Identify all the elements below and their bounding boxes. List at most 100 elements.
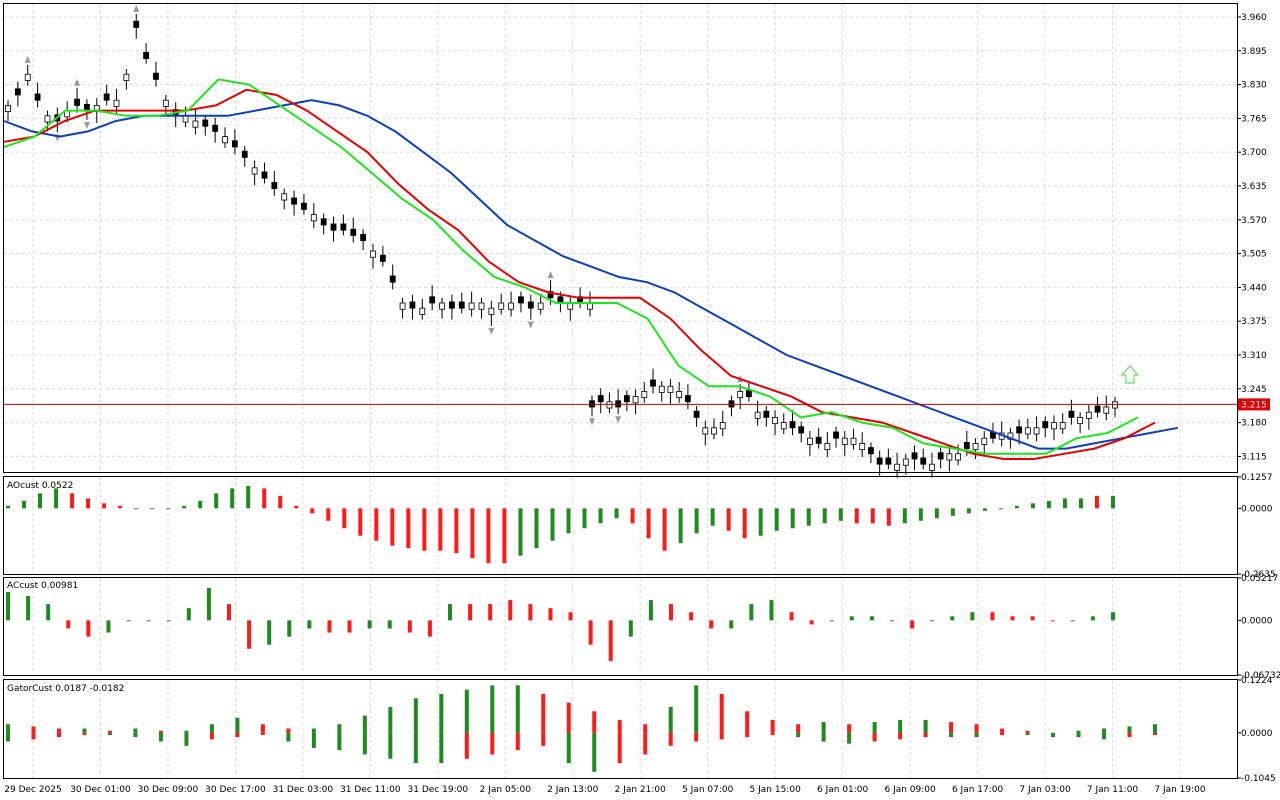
gator-lower-bar bbox=[566, 732, 571, 764]
candle-body bbox=[419, 307, 426, 315]
candle bbox=[772, 410, 778, 436]
histogram-bar bbox=[227, 604, 231, 621]
histogram-bar bbox=[106, 620, 111, 633]
histogram-bar bbox=[550, 508, 555, 541]
ao-pane-label: AOcust 0.0522 bbox=[7, 481, 73, 491]
histogram-bar bbox=[890, 620, 894, 622]
gator-upper-bar bbox=[847, 724, 852, 733]
candle bbox=[172, 102, 179, 128]
gator-upper-bar bbox=[490, 685, 495, 733]
candle bbox=[754, 400, 761, 426]
y-tick-label: 3.570 bbox=[1241, 216, 1267, 226]
candle-body bbox=[14, 88, 21, 96]
candle bbox=[123, 69, 130, 90]
candle bbox=[212, 117, 219, 143]
gator-lower-bar bbox=[337, 732, 342, 751]
histogram-bar bbox=[930, 620, 935, 622]
y-tick-label: 3.635 bbox=[1241, 182, 1267, 192]
candle bbox=[981, 430, 988, 456]
histogram-bar bbox=[630, 508, 635, 524]
histogram-bar bbox=[918, 508, 923, 521]
current-price-label: 3.215 bbox=[1241, 400, 1267, 410]
histogram-bar bbox=[182, 505, 187, 509]
gator-upper-bar bbox=[464, 689, 469, 733]
candle-body bbox=[340, 223, 347, 231]
histogram-bar bbox=[54, 488, 59, 509]
gator-upper-bar bbox=[796, 724, 801, 733]
fractal-down-icon bbox=[83, 121, 90, 129]
y-tick-label: -0.06732 bbox=[1241, 671, 1280, 681]
candle-body bbox=[955, 453, 961, 461]
histogram-bar bbox=[6, 505, 10, 509]
gator-lower-bar bbox=[1025, 732, 1030, 736]
candle bbox=[693, 405, 700, 427]
histogram-bar bbox=[1050, 620, 1055, 622]
candle-body bbox=[458, 301, 465, 309]
candle bbox=[389, 264, 396, 290]
price-pane[interactable] bbox=[3, 4, 1237, 478]
candle-body bbox=[1094, 405, 1101, 413]
candle-body bbox=[143, 51, 150, 60]
histogram-bar bbox=[1090, 616, 1095, 621]
gator-upper-bar bbox=[923, 719, 928, 733]
candle bbox=[537, 293, 544, 315]
candle-body bbox=[123, 73, 130, 81]
candle bbox=[702, 420, 709, 446]
candle-body bbox=[1059, 422, 1066, 430]
candle-body bbox=[1085, 411, 1092, 419]
candle bbox=[508, 291, 514, 317]
candle bbox=[113, 88, 120, 114]
ao-pane[interactable] bbox=[6, 485, 1115, 564]
gator-upper-bar bbox=[821, 722, 826, 733]
histogram-bar bbox=[678, 508, 683, 544]
histogram-bar bbox=[422, 508, 427, 551]
histogram-bar bbox=[358, 508, 363, 536]
candle bbox=[589, 395, 595, 426]
gator-upper-bar bbox=[668, 706, 673, 733]
histogram-bar bbox=[829, 620, 834, 622]
y-tick-label: 3.245 bbox=[1241, 385, 1267, 395]
gator-upper-bar bbox=[1076, 730, 1081, 733]
candle-body bbox=[667, 385, 674, 393]
histogram-bar bbox=[278, 495, 283, 509]
candle-body bbox=[763, 410, 770, 418]
histogram-bar bbox=[246, 485, 251, 509]
candle-body bbox=[261, 171, 268, 179]
candle-body bbox=[291, 197, 297, 205]
candle bbox=[143, 43, 150, 64]
candle-body bbox=[212, 124, 219, 132]
histogram-bar bbox=[934, 508, 939, 519]
gator-upper-bar bbox=[694, 685, 699, 733]
gator-lower-bar bbox=[617, 732, 622, 764]
candle-body bbox=[537, 302, 544, 310]
histogram-bar bbox=[262, 488, 267, 509]
histogram-bar bbox=[1111, 495, 1115, 509]
gator-lower-bar bbox=[158, 732, 163, 742]
gator-lower-bar bbox=[949, 732, 954, 738]
histogram-bar bbox=[508, 600, 513, 621]
gator-upper-bar bbox=[515, 685, 520, 733]
y-tick-label: 3.895 bbox=[1241, 47, 1267, 57]
y-tick-label: 0.0000 bbox=[1241, 616, 1273, 626]
candle bbox=[1103, 395, 1110, 421]
gator-upper-bar bbox=[949, 722, 954, 733]
candle-body bbox=[133, 20, 140, 28]
candle bbox=[841, 430, 848, 456]
histogram-bar bbox=[1030, 503, 1035, 509]
histogram-bar bbox=[709, 620, 714, 629]
candle bbox=[340, 214, 347, 236]
histogram-bar bbox=[726, 508, 731, 531]
histogram-bar bbox=[46, 604, 51, 621]
ac-pane[interactable] bbox=[6, 587, 1115, 661]
candle-body bbox=[429, 296, 436, 304]
gator-upper-bar bbox=[592, 711, 597, 733]
candle-body bbox=[370, 250, 376, 258]
candle-body bbox=[379, 254, 386, 262]
gator-pane[interactable] bbox=[6, 685, 1157, 772]
candle bbox=[498, 293, 505, 315]
x-tick-label: 30 Dec 01:00 bbox=[70, 785, 131, 795]
histogram-bar bbox=[66, 620, 71, 629]
histogram-bar bbox=[347, 620, 352, 633]
candle-body bbox=[946, 453, 953, 461]
